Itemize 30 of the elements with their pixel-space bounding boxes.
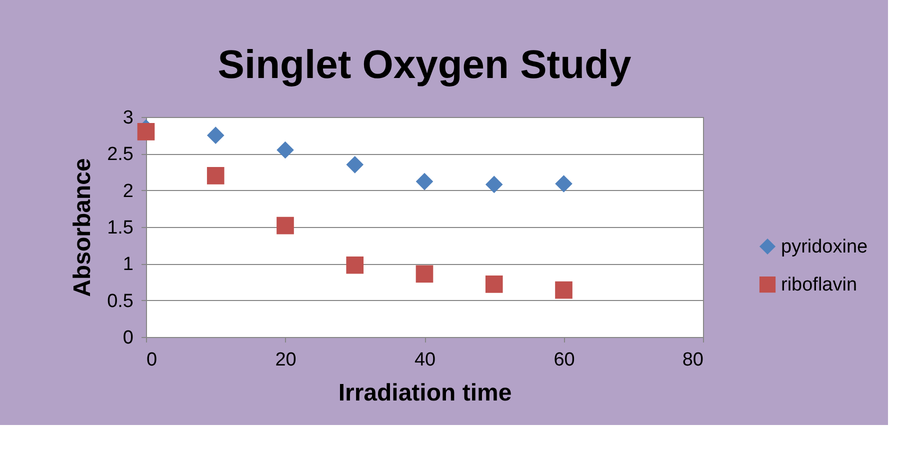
x-tick-label: 80 xyxy=(682,350,704,370)
chart-title: Singlet Oxygen Study xyxy=(218,43,632,87)
point xyxy=(555,175,572,192)
y-tick-label: 0 xyxy=(122,328,134,348)
legend-label: riboflavin xyxy=(781,274,858,296)
y-tick-label: 1 xyxy=(122,254,134,276)
point xyxy=(485,276,503,293)
x-tick-label: 0 xyxy=(146,350,158,370)
point xyxy=(485,176,503,194)
point xyxy=(137,123,155,140)
point xyxy=(206,126,224,144)
y-tick-label: 1.5 xyxy=(107,218,134,238)
y-tick-label: 2 xyxy=(122,180,134,202)
legend-label: pyridoxine xyxy=(781,236,868,258)
y-axis-title: Absorbance xyxy=(69,158,96,297)
y-tick-label: 0.5 xyxy=(107,290,134,312)
point xyxy=(206,167,224,184)
y-tick-label: 2.5 xyxy=(107,144,134,166)
x-tick-label: 20 xyxy=(275,350,296,370)
point xyxy=(346,156,364,174)
point xyxy=(276,216,294,234)
point xyxy=(416,265,434,283)
x-tick-label: 60 xyxy=(554,350,575,370)
point xyxy=(346,256,364,274)
x-axis-title: Irradiation time xyxy=(338,380,512,406)
point xyxy=(416,172,434,190)
point xyxy=(555,281,572,299)
point xyxy=(276,141,294,159)
x-tick-label: 40 xyxy=(414,350,436,370)
y-tick-label: 3 xyxy=(122,108,134,128)
